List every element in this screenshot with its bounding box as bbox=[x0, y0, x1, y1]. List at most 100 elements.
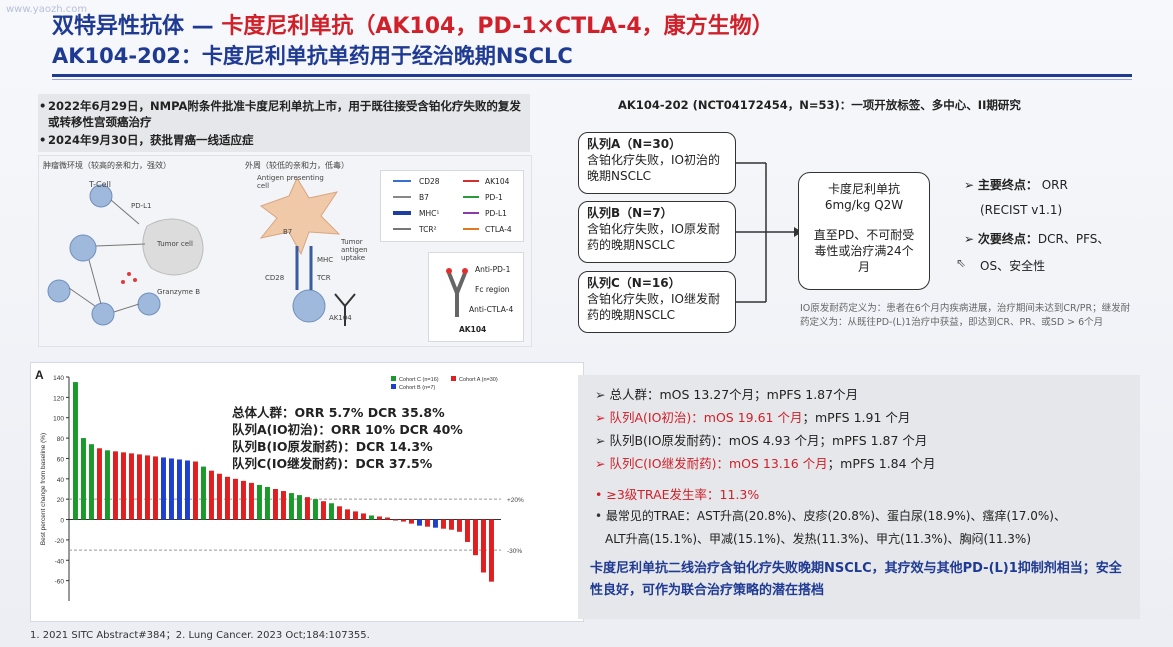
waterfall-bar bbox=[457, 519, 462, 532]
label-ak104: AK104 bbox=[329, 314, 352, 322]
result-trae: • ≥3级TRAE发生率：11.3% bbox=[595, 487, 760, 502]
t-cell-2 bbox=[69, 234, 97, 262]
result-cohort-c-os: mOS 13.16 个月 bbox=[728, 456, 828, 471]
waterfall-bar bbox=[169, 458, 174, 520]
references: 1. 2021 SITC Abstract#384；2. Lung Cancer… bbox=[30, 630, 370, 641]
title-underline bbox=[52, 74, 1132, 77]
waterfall-bar bbox=[225, 476, 230, 520]
t-cell-peripheral bbox=[292, 289, 326, 323]
legend-cd28: CD28 bbox=[419, 177, 440, 186]
legend-mhc: MHC¹ bbox=[419, 209, 440, 218]
result-cohort-a-label: 队列A(IO初治)： bbox=[609, 410, 704, 425]
waterfall-bar bbox=[105, 450, 110, 520]
label-pdl1: PD-L1 bbox=[131, 202, 152, 210]
waterfall-bar bbox=[465, 519, 470, 542]
legend-label: Cohort B (n=7) bbox=[399, 385, 435, 391]
treatment-drug: 卡度尼利单抗 bbox=[827, 182, 900, 196]
waterfall-bar bbox=[393, 519, 398, 521]
cohort-connector bbox=[736, 162, 802, 303]
waterfall-bar bbox=[265, 486, 270, 520]
y-tick-label: -60 bbox=[55, 579, 65, 586]
treatment-box: 卡度尼利单抗 6mg/kg Q2W 直至PD、不可耐受毒性或治疗满24个月 bbox=[798, 172, 930, 290]
waterfall-bar bbox=[345, 509, 350, 520]
reference-line-label: +20% bbox=[507, 497, 524, 504]
waterfall-bar bbox=[329, 503, 334, 520]
primary-endpoint: ➢ 主要终点： ORR bbox=[964, 178, 1068, 192]
legend-pdl1: PD-L1 bbox=[485, 209, 507, 218]
cohort-a-desc: 含铂化疗失败，IO初治的晚期NSCLC bbox=[587, 153, 720, 183]
waterfall-bar bbox=[161, 457, 166, 520]
label-anti-pd1: Anti-PD-1 bbox=[475, 265, 511, 274]
waterfall-bar bbox=[185, 460, 190, 520]
cohort-c-box: 队列C（N=16） 含铂化疗失败，IO继发耐药的晚期NSCLC bbox=[578, 271, 736, 333]
label-tcr: TCR bbox=[317, 274, 331, 282]
cohort-a-name: 队列A（N=30） bbox=[587, 137, 682, 151]
waterfall-bar bbox=[417, 519, 422, 526]
y-tick-label: -40 bbox=[55, 558, 65, 565]
waterfall-bar bbox=[193, 461, 198, 520]
result-cohort-b: ➢ 队列B(IO原发耐药)：mOS 4.93 个月；mPFS 1.87 个月 bbox=[595, 433, 928, 448]
mouse-cursor-icon: ⇖ bbox=[956, 256, 967, 270]
treatment-dose: 6mg/kg Q2W bbox=[824, 198, 904, 212]
waterfall-bar bbox=[121, 452, 126, 520]
y-tick-label: 20 bbox=[57, 497, 65, 504]
waterfall-bar bbox=[337, 506, 342, 520]
label-tme: 肿瘤微环境（较高的亲和力，强效） bbox=[43, 161, 171, 170]
waterfall-chart: A -60 -40 -20 0 20 40 60 80 100 120 140 Best percent… bbox=[35, 368, 524, 601]
result-common-trae: • 最常见的TRAE：AST升高(20.8%)、皮疹(20.8%)、蛋白尿(18… bbox=[595, 509, 1066, 523]
summary-cohort-a: 队列A(IO初治)：ORR 10% DCR 40% bbox=[232, 422, 463, 437]
result-cohort-c: ➢ 队列C(IO继发耐药)：mOS 13.16 个月；mPFS 1.84 个月 bbox=[595, 456, 936, 471]
results-panel bbox=[578, 375, 1140, 619]
waterfall-bar bbox=[409, 519, 414, 524]
mechanism-legend: CD28 B7 MHC¹ TCR² AK104 PD-1 PD-L1 CTLA-… bbox=[380, 170, 524, 242]
waterfall-bar bbox=[385, 517, 390, 520]
waterfall-bar bbox=[273, 489, 278, 520]
waterfall-bar bbox=[289, 493, 294, 520]
y-axis-label: Best percent change from baseline (%) bbox=[40, 433, 47, 545]
label-tcell: T-Cell bbox=[89, 180, 111, 189]
primary-endpoint-sub: (RECIST v1.1) bbox=[980, 203, 1063, 217]
t-cell-5 bbox=[137, 292, 161, 316]
antibody-icon bbox=[334, 293, 356, 326]
waterfall-bar bbox=[281, 491, 286, 520]
result-cohort-c-pfs: ；mPFS 1.84 个月 bbox=[827, 456, 936, 471]
conclusion: 卡度尼利单抗二线治疗含铂化疗失败晚期NSCLC，其疗效与其他PD-(L)1抑制剂… bbox=[590, 561, 1122, 598]
legend-swatch bbox=[391, 384, 396, 389]
legend-swatch bbox=[451, 376, 456, 381]
label-fc-region: Fc region bbox=[475, 285, 510, 294]
y-tick-label: 40 bbox=[57, 477, 65, 484]
watermark: www.yaozh.com bbox=[6, 4, 88, 15]
result-overall: ➢ 总人群：mOS 13.27个月；mPFS 1.87个月 bbox=[595, 387, 859, 402]
label-periphery: 外周（较低的亲和力，低毒） bbox=[245, 161, 349, 170]
reference-line-label: -30% bbox=[507, 548, 522, 555]
secondary-endpoint-label: 次要终点： bbox=[977, 232, 1038, 246]
waterfall-bar bbox=[81, 438, 86, 520]
title-prefix: 双特异性抗体 — bbox=[52, 14, 222, 39]
legend-label: Cohort C (n=16) bbox=[399, 377, 439, 383]
approval-bullets: 2022年6月29日，NMPA附条件批准卡度尼利单抗上市，用于既往接受含铂化疗失… bbox=[38, 94, 530, 152]
waterfall-bar bbox=[177, 459, 182, 520]
y-tick-label: -20 bbox=[55, 538, 65, 545]
waterfall-bar bbox=[449, 519, 454, 530]
legend-symbols bbox=[393, 180, 479, 230]
title-drug: 卡度尼利单抗（AK104，PD-1×CTLA-4，康方生物） bbox=[221, 14, 774, 39]
slide-title: 双特异性抗体 — 卡度尼利单抗（AK104，PD-1×CTLA-4，康方生物） bbox=[52, 8, 774, 40]
legend-tcr: TCR² bbox=[419, 225, 437, 234]
label-mhc: MHC bbox=[317, 256, 334, 264]
panel-label: A bbox=[35, 368, 44, 382]
legend-label: Cohort A (n=30) bbox=[459, 377, 498, 383]
label-apc: Antigen presenting cell bbox=[257, 174, 324, 190]
waterfall-bar bbox=[233, 478, 238, 520]
waterfall-bar bbox=[137, 454, 142, 520]
waterfall-bar bbox=[321, 501, 326, 520]
summary-cohort-b: 队列B(IO原发耐药)：DCR 14.3% bbox=[232, 439, 433, 454]
waterfall-bar bbox=[297, 495, 302, 520]
t-cell-4 bbox=[91, 302, 115, 326]
legend-b7: B7 bbox=[419, 193, 429, 202]
result-trae-text: ≥3级TRAE发生率：11.3% bbox=[606, 487, 760, 502]
result-cohort-c-label: 队列C(IO继发耐药)： bbox=[609, 456, 729, 471]
waterfall-bar bbox=[313, 499, 318, 520]
antigen-presenting-cell bbox=[259, 176, 341, 256]
waterfall-bar bbox=[209, 470, 214, 520]
